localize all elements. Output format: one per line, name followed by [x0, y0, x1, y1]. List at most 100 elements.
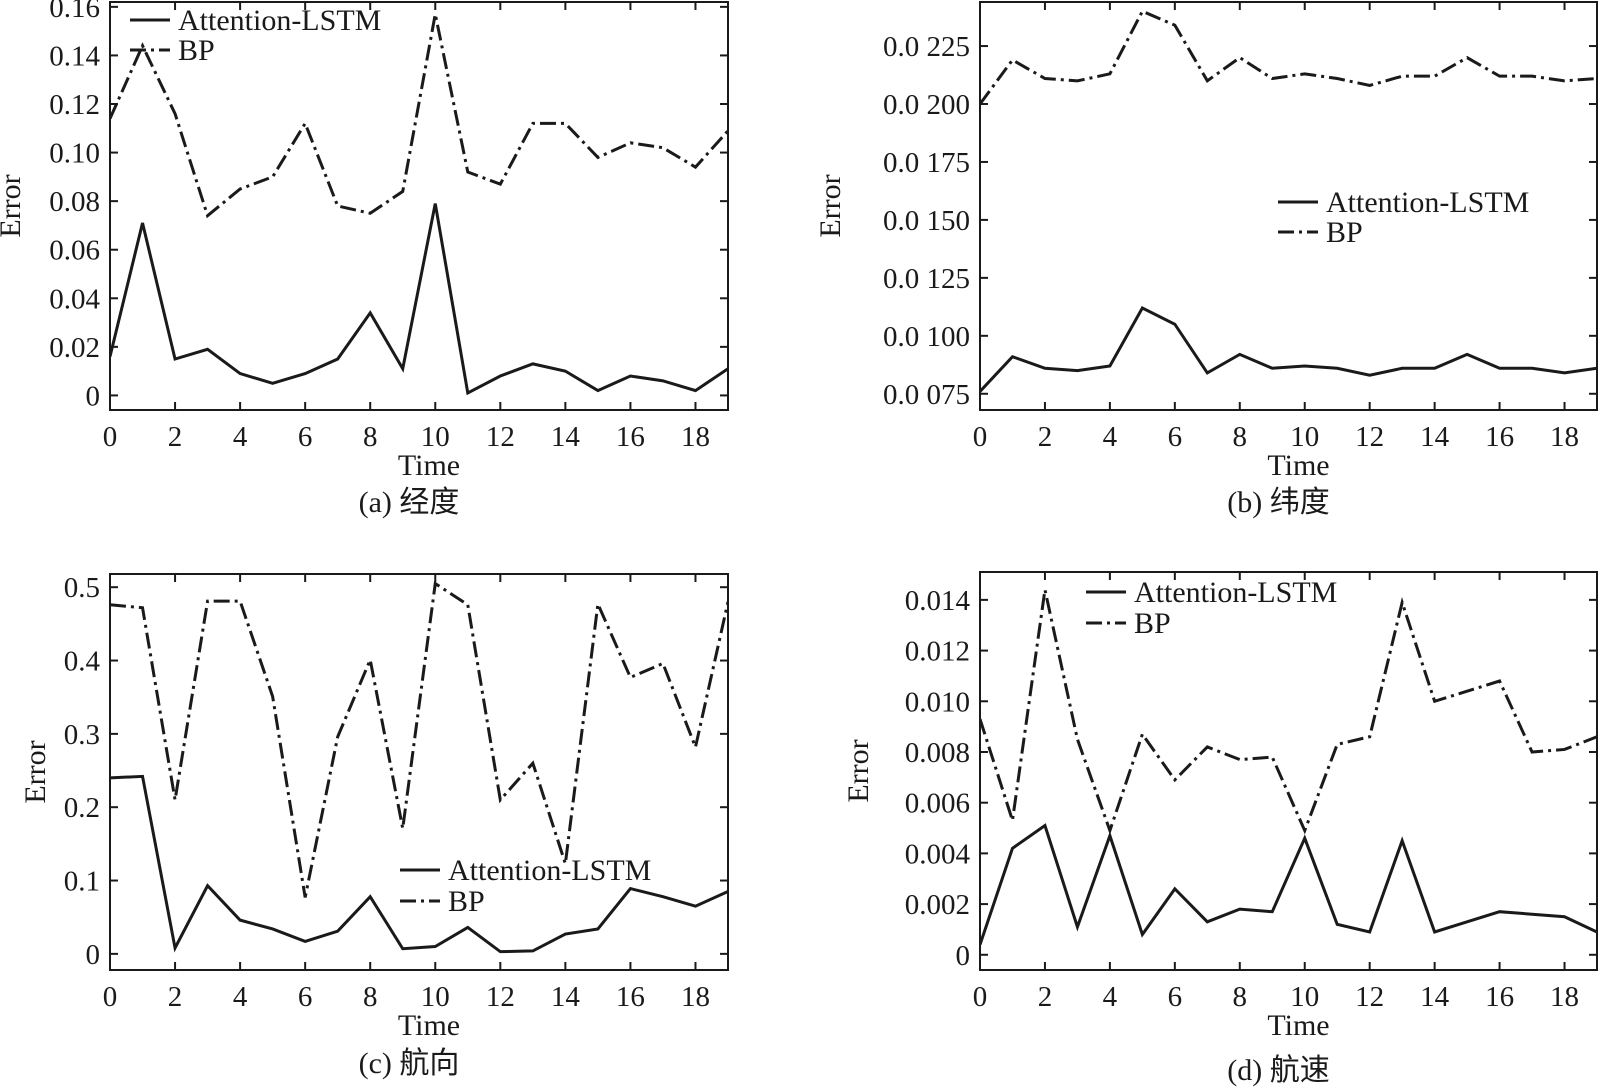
x-tick-label: 2 [1038, 981, 1053, 1013]
y-tick-label: 0.16 [49, 0, 100, 24]
legend-label: Attention-LSTM [178, 4, 381, 37]
x-tick-label: 8 [1233, 981, 1248, 1013]
x-tick-label: 0 [973, 981, 988, 1013]
plot-frame [979, 1, 1598, 411]
y-tick-label: 0.3 [64, 719, 100, 751]
y-tick-label: 0.0 075 [883, 379, 970, 411]
series-line-attention-lstm [110, 774, 728, 954]
y-tick-label: 0.0 100 [883, 321, 970, 353]
x-tick-label: 8 [1233, 421, 1248, 453]
x-tick-label: 12 [1355, 981, 1384, 1013]
y-axis-label: Error [842, 739, 875, 802]
legend-label: Attention-LSTM [1326, 186, 1529, 219]
y-tick-label: 0.014 [905, 585, 971, 617]
x-tick-label: 2 [168, 981, 183, 1013]
y-axis-label: Error [814, 174, 847, 237]
panel-caption: (a) 经度 [359, 486, 460, 519]
x-tick-label: 6 [1168, 981, 1183, 1013]
y-axis-label: Error [0, 174, 27, 237]
legend-label: BP [178, 34, 215, 67]
y-tick-label: 0.006 [905, 788, 970, 820]
x-tick-label: 0 [103, 421, 118, 453]
x-axis-label: Time [398, 449, 460, 482]
x-axis-label: Time [1267, 449, 1329, 482]
x-tick-label: 18 [681, 981, 710, 1013]
plot-frame [979, 571, 1598, 971]
x-tick-label: 14 [551, 421, 581, 453]
y-axis-label: Error [19, 740, 52, 803]
panel-caption: (c) 航向 [359, 1047, 460, 1080]
x-tick-label: 6 [298, 421, 313, 453]
x-tick-label: 8 [363, 981, 378, 1013]
y-tick-label: 0.0 200 [883, 89, 970, 121]
legend-label: BP [448, 885, 485, 918]
x-tick-label: 4 [233, 421, 248, 453]
x-tick-label: 14 [1420, 981, 1450, 1013]
y-tick-label: 0.1 [64, 866, 100, 898]
x-tick-label: 2 [1038, 421, 1053, 453]
y-tick-label: 0.012 [905, 636, 970, 668]
y-tick-label: 0.12 [49, 89, 100, 121]
series-line-bp [110, 580, 728, 898]
series-line-bp [980, 9, 1597, 105]
x-tick-label: 16 [1485, 421, 1514, 453]
x-tick-label: 18 [1550, 981, 1579, 1013]
y-tick-label: 0.08 [49, 186, 100, 218]
y-tick-label: 0.0 175 [883, 147, 970, 179]
y-tick-label: 0 [956, 940, 971, 972]
x-tick-label: 0 [103, 981, 118, 1013]
x-tick-label: 6 [1168, 421, 1183, 453]
series-line-bp [110, 13, 728, 219]
x-tick-label: 6 [298, 981, 313, 1013]
plot-frame [109, 573, 729, 971]
x-tick-label: 18 [681, 421, 710, 453]
y-tick-label: 0.0 150 [883, 205, 970, 237]
x-tick-label: 4 [1103, 981, 1118, 1013]
x-tick-label: 18 [1550, 421, 1579, 453]
series-line-bp [980, 589, 1597, 836]
legend-label: BP [1134, 607, 1171, 640]
y-tick-label: 0.5 [64, 572, 100, 604]
x-axis-label: Time [1267, 1009, 1329, 1042]
x-tick-label: 16 [616, 981, 645, 1013]
legend-label: BP [1326, 216, 1363, 249]
series-line-attention-lstm [980, 823, 1597, 946]
x-tick-label: 4 [233, 981, 248, 1013]
chart-panel-2: 0 2 4 6 8 10 12 14 16 18 0.0 075 0.0 100 0.0 125 0.0 … [814, 1, 1598, 519]
y-tick-label: 0 [86, 939, 101, 971]
chart-panel-1: 0 2 4 6 8 10 12 14 16 18 0 0.02 0.04 0.06 0.08 0.10 0.12… [0, 0, 729, 519]
y-tick-label: 0.02 [49, 332, 100, 364]
y-tick-label: 0.14 [49, 40, 100, 72]
x-axis-label: Time [398, 1009, 460, 1042]
x-tick-label: 10 [421, 981, 450, 1013]
x-tick-label: 14 [551, 981, 581, 1013]
chart-panel-4: 0 2 4 6 8 10 12 14 16 18 0 0.002 0.004 0.006 0.008 0.01… [842, 571, 1598, 1087]
x-tick-label: 12 [486, 981, 515, 1013]
panel-caption: (b) 纬度 [1227, 486, 1329, 519]
y-tick-label: 0.0 225 [883, 31, 970, 63]
x-tick-label: 10 [421, 421, 450, 453]
x-tick-label: 4 [1103, 421, 1118, 453]
y-tick-label: 0.4 [64, 646, 101, 678]
x-tick-label: 12 [486, 421, 515, 453]
x-tick-label: 16 [616, 421, 645, 453]
x-tick-label: 8 [363, 421, 378, 453]
legend-label: Attention-LSTM [1134, 576, 1337, 609]
x-tick-label: 16 [1485, 981, 1514, 1013]
y-tick-label: 0.06 [49, 235, 100, 267]
series-line-attention-lstm [980, 306, 1597, 393]
x-tick-label: 12 [1355, 421, 1384, 453]
y-tick-label: 0.002 [905, 889, 970, 921]
y-tick-label: 0.2 [64, 792, 100, 824]
x-tick-label: 14 [1420, 421, 1450, 453]
y-tick-label: 0 [86, 380, 101, 412]
y-tick-label: 0.04 [49, 283, 100, 315]
y-tick-label: 0.004 [905, 838, 971, 870]
x-tick-label: 2 [168, 421, 183, 453]
x-tick-label: 10 [1290, 981, 1319, 1013]
y-tick-label: 0.010 [905, 686, 970, 718]
x-tick-label: 0 [973, 421, 988, 453]
panel-caption: (d) 航速 [1227, 1054, 1329, 1087]
x-tick-label: 10 [1290, 421, 1319, 453]
